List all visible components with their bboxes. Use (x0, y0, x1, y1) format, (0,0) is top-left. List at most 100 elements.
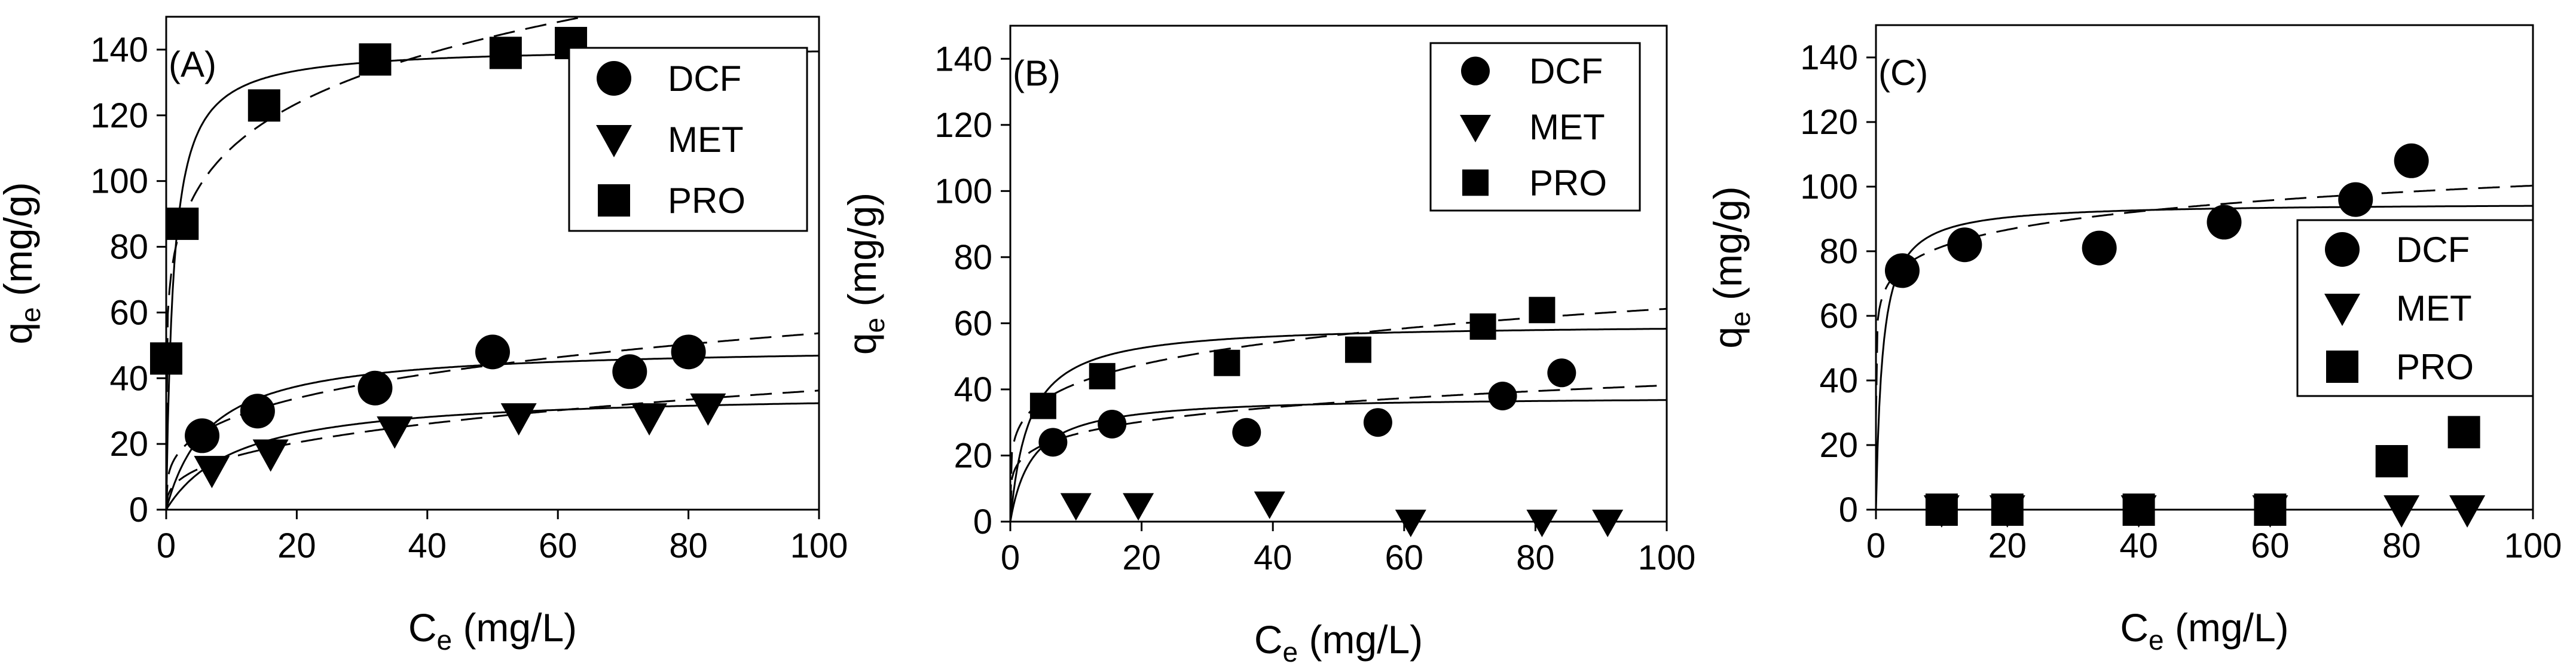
panel-label: (B) (1013, 53, 1061, 93)
x-tick-label: 60 (1385, 538, 1424, 577)
data-point-pro (359, 43, 392, 76)
data-point-dcf (671, 334, 706, 370)
y-tick-label: 100 (1800, 167, 1858, 206)
data-point-met (2384, 495, 2420, 528)
x-tick-label: 0 (1001, 538, 1020, 577)
data-point-pro (1089, 363, 1116, 389)
data-point-dcf (1098, 409, 1127, 438)
legend: DCF MET PRO (2296, 219, 2534, 397)
data-point-pro (150, 342, 182, 375)
panel-label: (A) (169, 44, 216, 84)
x-axis-subscript: e (437, 625, 453, 656)
legend-label: MET (1529, 107, 1605, 147)
legend-label: DCF (2396, 230, 2470, 270)
legend-marker-dcf (2325, 232, 2360, 267)
y-tick-label: 120 (934, 106, 992, 145)
data-point-dcf (185, 418, 220, 453)
y-tick-label: 100 (90, 162, 148, 201)
data-point-pro (1344, 336, 1371, 363)
data-point-pro (2254, 494, 2287, 526)
plot-frame (1009, 25, 1668, 523)
series-pro (150, 26, 588, 375)
data-point-pro (1029, 392, 1056, 419)
legend-label: PRO (2396, 347, 2474, 387)
x-tick-label: 20 (1122, 538, 1161, 577)
data-point-dcf (1232, 418, 1261, 447)
series-met (194, 393, 726, 489)
freundlich-fit-line-dcf (166, 332, 819, 507)
data-point-dcf (1947, 227, 1982, 263)
y-tick-label: 40 (1819, 361, 1858, 400)
fit-curves (1876, 184, 2533, 510)
legend-marker-met (2324, 294, 2360, 326)
x-tick-label: 60 (539, 526, 577, 565)
series-dcf (185, 334, 706, 453)
y-axis-unit: (mg/g) (0, 182, 40, 307)
legend: DCF MET PRO (1429, 42, 1641, 212)
y-tick-label: 60 (1819, 297, 1858, 336)
y-axis-subscript: e (859, 318, 890, 333)
freundlich-fit-line-dcf (1010, 384, 1667, 513)
series-dcf (1884, 143, 2429, 288)
data-point-met (1254, 491, 1285, 519)
data-point-met (690, 393, 726, 426)
legend-marker-met (596, 125, 632, 157)
y-tick-label: 140 (934, 39, 992, 78)
y-tick-label: 60 (954, 304, 992, 343)
data-point-met (194, 456, 230, 489)
data-point-pro (2375, 445, 2408, 477)
y-tick-label: 0 (1839, 491, 1858, 529)
y-tick-label: 140 (90, 31, 148, 69)
legend-label: MET (668, 120, 744, 160)
y-tick-label: 80 (109, 228, 148, 267)
data-point-pro (1529, 297, 1556, 324)
y-axis-title: qe (mg/g) (1706, 186, 1756, 348)
data-point-met (1526, 510, 1558, 537)
y-axis-symbol: q (1706, 327, 1750, 349)
y-tick-label: 40 (954, 370, 992, 409)
legend-label: MET (2396, 288, 2472, 328)
x-tick-label: 0 (157, 526, 176, 565)
x-tick-label: 20 (1988, 526, 2027, 565)
y-axis-unit: (mg/g) (840, 193, 884, 318)
series-dcf (1038, 358, 1576, 457)
x-axis-symbol: C (1254, 617, 1283, 662)
legend-marker-pro (1462, 169, 1489, 196)
x-tick-label: 80 (1516, 538, 1555, 577)
y-tick-label: 120 (1800, 103, 1858, 142)
x-axis-title: Ce (mg/L) (1254, 617, 1423, 664)
y-axis-symbol: q (0, 322, 40, 345)
y-axis-subscript: e (1725, 311, 1756, 327)
freundlich-fit-line-pro (1010, 307, 1667, 506)
data-point-dcf (1884, 253, 1920, 288)
y-tick-label: 20 (954, 436, 992, 475)
x-tick-label: 80 (2382, 526, 2421, 565)
x-axis-unit: (mg/L) (1298, 617, 1423, 662)
x-axis-subscript: e (1283, 636, 1298, 664)
x-axis-title: Ce (mg/L) (408, 605, 577, 656)
x-tick-label: 0 (1866, 526, 1886, 565)
y-tick-label: 140 (1800, 38, 1858, 77)
data-point-dcf (240, 394, 275, 429)
data-point-dcf (2207, 205, 2242, 240)
legend-label: DCF (668, 59, 741, 99)
data-point-dcf (1488, 381, 1517, 410)
legend-label: DCF (1529, 51, 1603, 92)
data-point-dcf (1547, 358, 1576, 388)
data-point-met (2449, 495, 2486, 528)
x-tick-label: 80 (669, 526, 708, 565)
legend-label: PRO (1529, 163, 1607, 203)
data-point-dcf (1363, 408, 1392, 437)
series-met (1060, 491, 1624, 537)
x-axis-symbol: C (408, 605, 437, 650)
series-pro (1029, 297, 1556, 419)
chart-panel-3: 0 20 40 60 80 100 0 20 40 60 80 100 120 140 Ce (mg/L) q… (1706, 24, 2562, 656)
data-point-dcf (1038, 428, 1068, 457)
data-point-pro (1469, 313, 1496, 340)
series-pro (1925, 416, 2480, 526)
legend-marker-pro (2326, 351, 2358, 383)
legend: DCF MET PRO (568, 47, 808, 232)
y-tick-label: 60 (109, 293, 148, 332)
x-axis-symbol: C (2120, 605, 2149, 650)
